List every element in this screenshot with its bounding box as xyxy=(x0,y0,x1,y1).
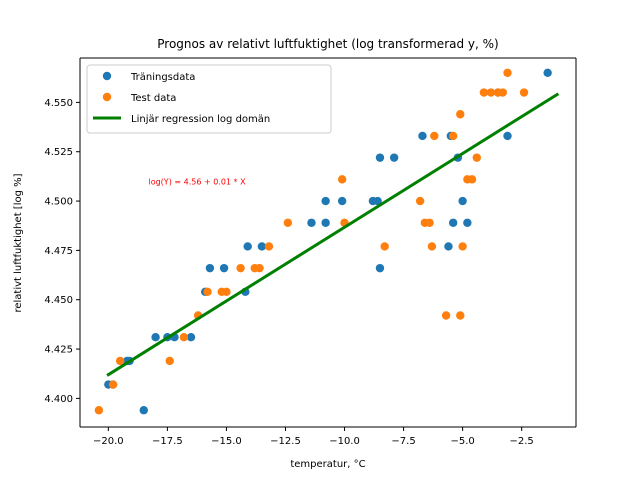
legend-dot-marker xyxy=(102,92,112,102)
test-point xyxy=(236,263,245,273)
legend-dot-marker xyxy=(102,71,112,81)
training-point xyxy=(151,333,160,342)
test-point xyxy=(441,311,451,320)
y-tick-label: 4.525 xyxy=(44,147,73,158)
legend-label: Träningsdata xyxy=(130,72,195,83)
test-point xyxy=(456,311,465,320)
test-point xyxy=(486,88,496,97)
training-point xyxy=(448,218,458,227)
test-point xyxy=(337,175,347,184)
y-tick-label: 4.450 xyxy=(44,295,73,306)
y-tick-label: 4.475 xyxy=(44,246,73,257)
training-point xyxy=(186,333,196,342)
x-tick-label: −10.0 xyxy=(329,436,360,447)
legend-box xyxy=(86,64,332,134)
training-point xyxy=(307,218,316,227)
x-axis-label: temperatur, °C xyxy=(290,459,365,470)
test-point xyxy=(415,196,425,206)
test-point xyxy=(467,175,477,184)
test-point xyxy=(179,333,189,342)
chart-title: Prognos av relativt luftfuktighet (log t… xyxy=(157,37,498,51)
test-point xyxy=(456,110,465,119)
test-point xyxy=(264,242,274,251)
x-tick-label: −2.5 xyxy=(510,436,534,447)
x-tick-label: −7.5 xyxy=(391,436,415,447)
test-point xyxy=(255,263,264,273)
x-tick-label: −12.5 xyxy=(270,436,301,447)
training-point xyxy=(389,153,399,162)
training-point xyxy=(375,263,385,273)
legend-label: Linjär regression log domän xyxy=(131,114,270,125)
test-point xyxy=(425,218,434,227)
test-point xyxy=(380,242,389,251)
x-tick-label: −20.0 xyxy=(93,436,124,447)
regression-equation-annotation: log(Y) = 4.56 + 0.01 * X xyxy=(148,177,246,186)
legend-label: Test data xyxy=(130,93,176,104)
y-axis: 4.400 4.425 4.450 4.475 4.500 4.525 4.550 xyxy=(44,98,80,405)
test-point xyxy=(519,88,529,97)
test-point xyxy=(503,68,512,77)
legend: Träningsdata Test data Linjär regression l… xyxy=(86,64,332,134)
test-point xyxy=(108,380,118,389)
x-tick-label: −5.0 xyxy=(450,436,474,447)
test-point xyxy=(165,356,174,366)
training-point xyxy=(219,263,229,273)
series-1 xyxy=(94,68,529,415)
training-point xyxy=(321,196,330,206)
x-tick-label: −15.0 xyxy=(211,436,242,447)
y-tick-label: 4.400 xyxy=(44,394,73,405)
test-point xyxy=(115,356,125,366)
regression-line xyxy=(106,92,560,377)
test-point xyxy=(222,287,231,297)
training-point xyxy=(321,218,330,227)
test-point xyxy=(430,131,439,141)
test-point xyxy=(479,88,489,97)
training-point xyxy=(463,218,472,227)
training-point xyxy=(543,68,552,77)
training-point xyxy=(139,406,148,415)
test-point xyxy=(283,218,293,227)
training-point xyxy=(243,242,252,251)
test-point xyxy=(472,153,481,162)
x-tick-label: −17.5 xyxy=(152,436,183,447)
training-point xyxy=(503,131,512,141)
training-point xyxy=(458,196,467,206)
training-point xyxy=(337,196,347,206)
axes-frame xyxy=(79,57,577,428)
training-point xyxy=(375,153,385,162)
test-point xyxy=(203,287,212,297)
training-point xyxy=(373,196,382,206)
plot-area xyxy=(79,57,577,428)
y-axis-label: relativt luftfuktighet [log %] xyxy=(13,173,24,312)
y-tick-label: 4.550 xyxy=(44,98,73,109)
training-point xyxy=(444,242,453,251)
series-2 xyxy=(106,92,560,377)
test-point xyxy=(498,88,507,97)
test-point xyxy=(448,131,458,141)
training-point xyxy=(205,263,215,273)
training-point xyxy=(257,242,267,251)
y-tick-label: 4.425 xyxy=(44,345,73,356)
y-tick-label: 4.500 xyxy=(44,197,73,208)
test-point xyxy=(427,242,437,251)
training-point xyxy=(418,131,427,141)
x-axis: −20.0 −17.5 −15.0 −12.5 −10.0 −7.5 −5.0 −2.5 xyxy=(93,427,534,447)
test-point xyxy=(458,242,467,251)
test-point xyxy=(94,406,104,415)
